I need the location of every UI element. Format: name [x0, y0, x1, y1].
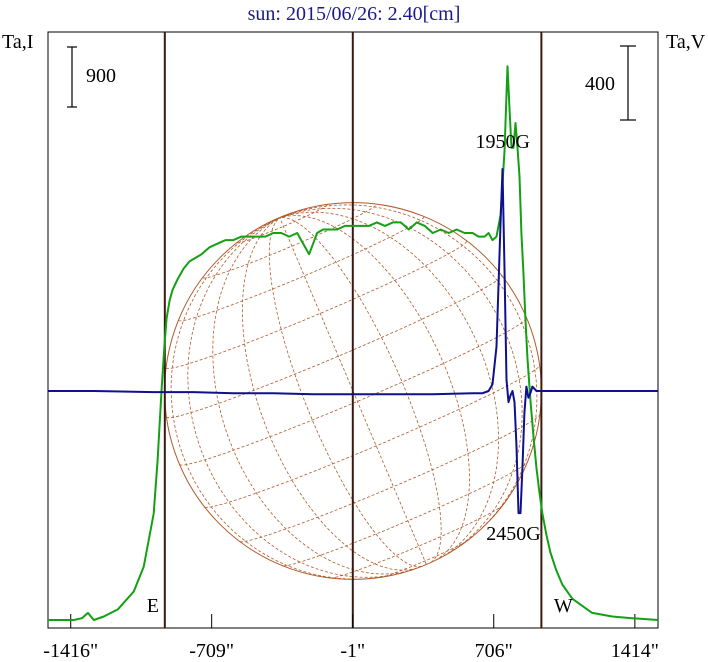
plot-frame — [47, 31, 659, 629]
limb-marker-label: W — [554, 595, 573, 617]
longitude-line — [279, 207, 523, 554]
annotation-label: 1950G — [476, 131, 530, 153]
latitude-line — [380, 540, 468, 578]
latitude-line — [202, 204, 377, 279]
latitude-line — [204, 365, 540, 508]
longitude-line — [212, 217, 414, 575]
right-axis-label: Ta,V — [666, 31, 706, 53]
x-tick-label: 706" — [475, 640, 513, 662]
chart-title: sun: 2015/06/26: 2.40[cm] — [248, 3, 461, 25]
left-axis-label: Ta,I — [2, 31, 33, 53]
longitude-line — [279, 217, 442, 563]
right-scale-bar-label: 400 — [585, 73, 615, 95]
x-tick-label: -1416" — [43, 640, 98, 662]
longitude-line — [279, 204, 538, 542]
series-line-polarization — [48, 168, 658, 515]
limb-marker-label: E — [147, 595, 159, 617]
longitude-line — [241, 217, 418, 571]
latitude-line — [237, 204, 328, 244]
series-layer — [48, 65, 659, 621]
latitude-line — [239, 414, 541, 543]
latitude-line — [330, 504, 504, 579]
series-line-intensity — [48, 65, 659, 621]
left-scale-bar-label: 900 — [86, 65, 116, 87]
x-tick-label: -1" — [340, 640, 365, 662]
longitude-line — [187, 217, 403, 578]
annotation-label: 2450G — [486, 523, 540, 545]
x-tick-label: -709" — [189, 640, 234, 662]
label-layer: -1416" -709" -1" 706" 1414" E W 1950G 2450G — [43, 131, 659, 662]
longitude-line — [170, 217, 381, 580]
solar-disk-grid — [164, 202, 542, 580]
longitude-line — [268, 217, 422, 568]
longitude-line — [279, 211, 500, 559]
longitude-line — [279, 215, 470, 561]
x-tick-label: 1414" — [611, 640, 659, 662]
